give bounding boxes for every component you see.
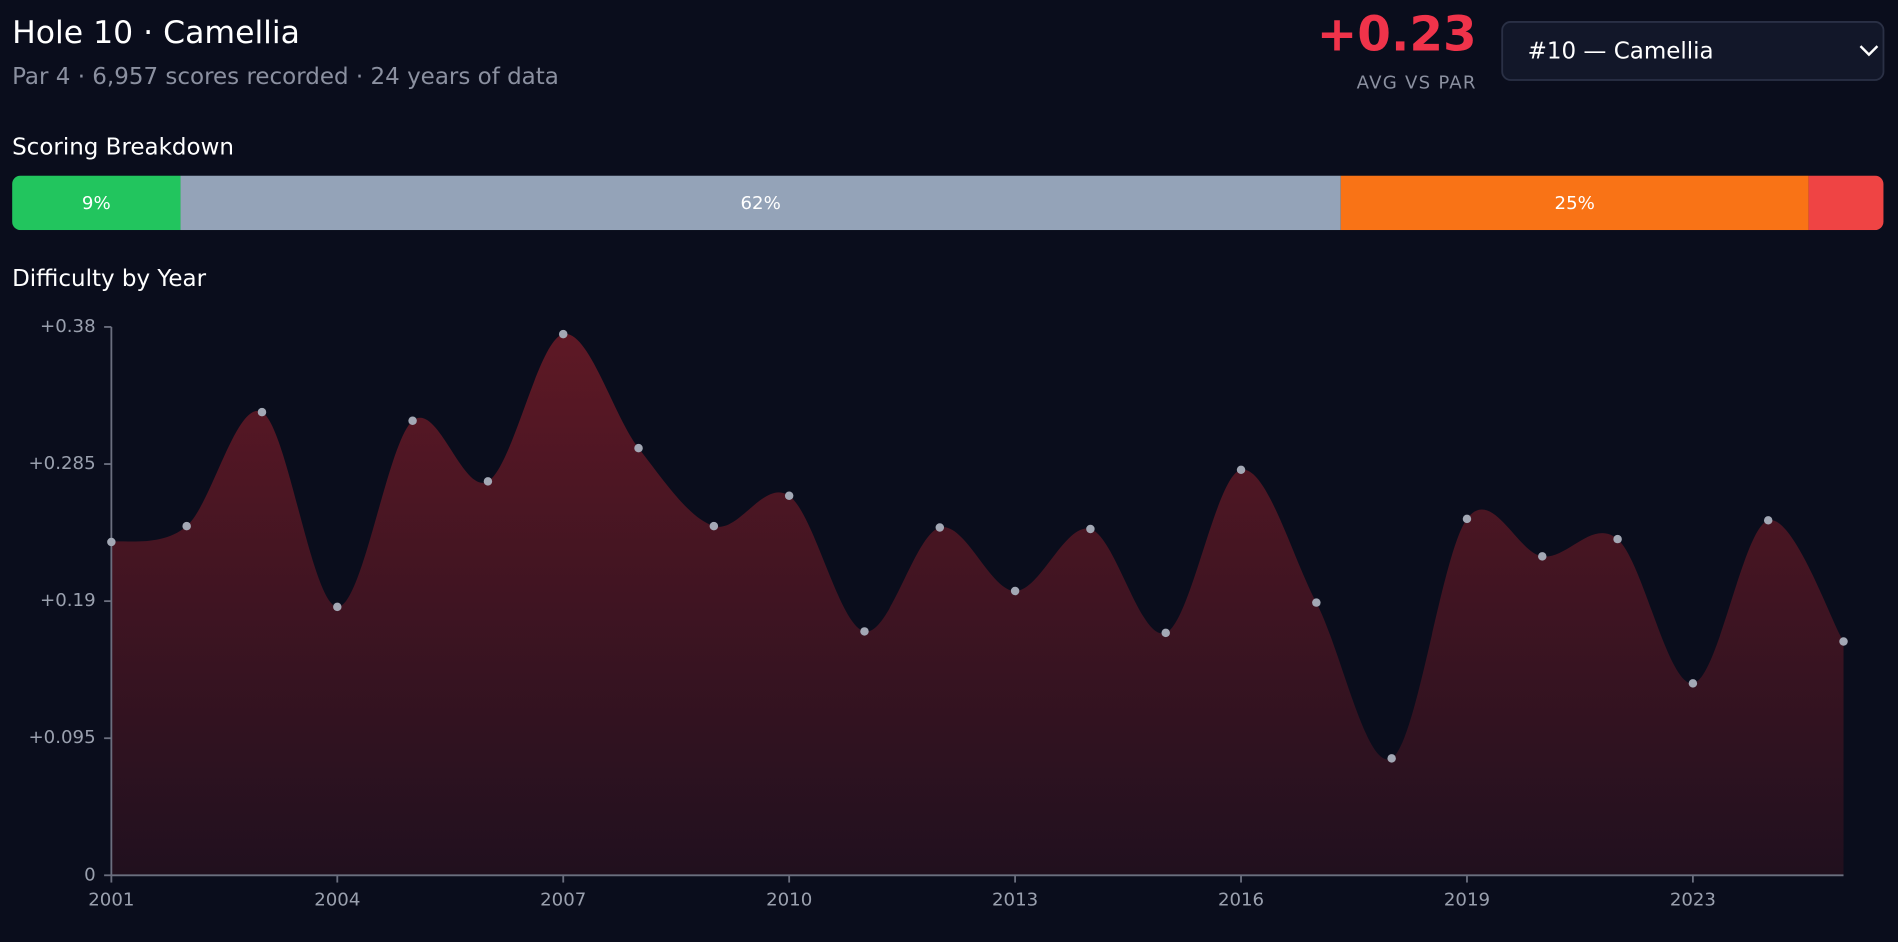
point — [1086, 524, 1095, 534]
breakdown-bar: 9% 62% 25% — [12, 175, 1884, 231]
y-tick-label: +0.095 — [28, 727, 95, 748]
x-tick-label: 2001 — [88, 890, 134, 911]
point — [935, 523, 945, 532]
y-tick-label: +0.19 — [40, 590, 96, 611]
x-tick-label: 2019 — [1444, 890, 1490, 911]
point — [333, 602, 342, 612]
hole-select[interactable]: #10 — Camellia — [1501, 21, 1885, 81]
x-tick-label: 2007 — [540, 890, 586, 911]
segment-label: 62% — [740, 193, 780, 214]
section-title: Difficulty by Year — [12, 266, 207, 292]
point — [1763, 516, 1773, 525]
point — [1236, 465, 1246, 475]
bar-segment — [1808, 175, 1884, 231]
point — [257, 407, 267, 417]
point — [1161, 628, 1170, 638]
point — [1613, 534, 1622, 544]
y-tick-label: +0.285 — [28, 453, 95, 474]
point — [1312, 598, 1321, 607]
point — [634, 443, 643, 453]
section-title: Scoring Breakdown — [12, 134, 234, 160]
x-tick-label: 2023 — [1670, 890, 1716, 911]
point — [1688, 679, 1698, 688]
point — [1462, 514, 1472, 524]
point — [1387, 754, 1396, 763]
x-tick-label: 2004 — [314, 890, 360, 911]
subtitle: Par 4 · 6,957 scores recorded · 24 years… — [12, 64, 559, 90]
point — [182, 521, 191, 531]
bar-segment — [180, 175, 1341, 231]
title: Hole 10 · Camellia — [12, 15, 300, 51]
point — [483, 477, 493, 486]
segment-label: 25% — [1555, 193, 1595, 214]
select-value[interactable]: #10 — Camellia — [1528, 39, 1714, 65]
x-tick-label: 2016 — [1218, 890, 1264, 911]
stat-label: AVG VS PAR — [1357, 73, 1477, 94]
point — [1538, 552, 1547, 561]
point — [860, 627, 869, 636]
point — [709, 521, 719, 531]
point — [784, 491, 794, 501]
y-tick-label: 0 — [84, 864, 96, 885]
chevron[interactable] — [1859, 45, 1879, 57]
avg-stat: +0.23 — [1317, 7, 1477, 63]
bar-segment — [12, 175, 181, 231]
point — [107, 537, 116, 547]
segment-label: 9% — [82, 193, 111, 214]
point — [1839, 637, 1848, 646]
y-tick-label: +0.38 — [40, 316, 96, 337]
point — [1010, 586, 1020, 596]
bar-segment — [1340, 175, 1809, 231]
point — [558, 329, 568, 339]
chart: 0 +0.095 +0.19 +0.285 +0.38 2001 2004 2007 2010 2… — [28, 316, 1848, 911]
area — [111, 333, 1844, 876]
bar-group — [12, 175, 1884, 231]
x-tick-label: 2010 — [766, 890, 812, 911]
point — [408, 416, 417, 425]
x-tick-label: 2013 — [992, 890, 1038, 911]
select-box[interactable] — [1501, 21, 1885, 81]
